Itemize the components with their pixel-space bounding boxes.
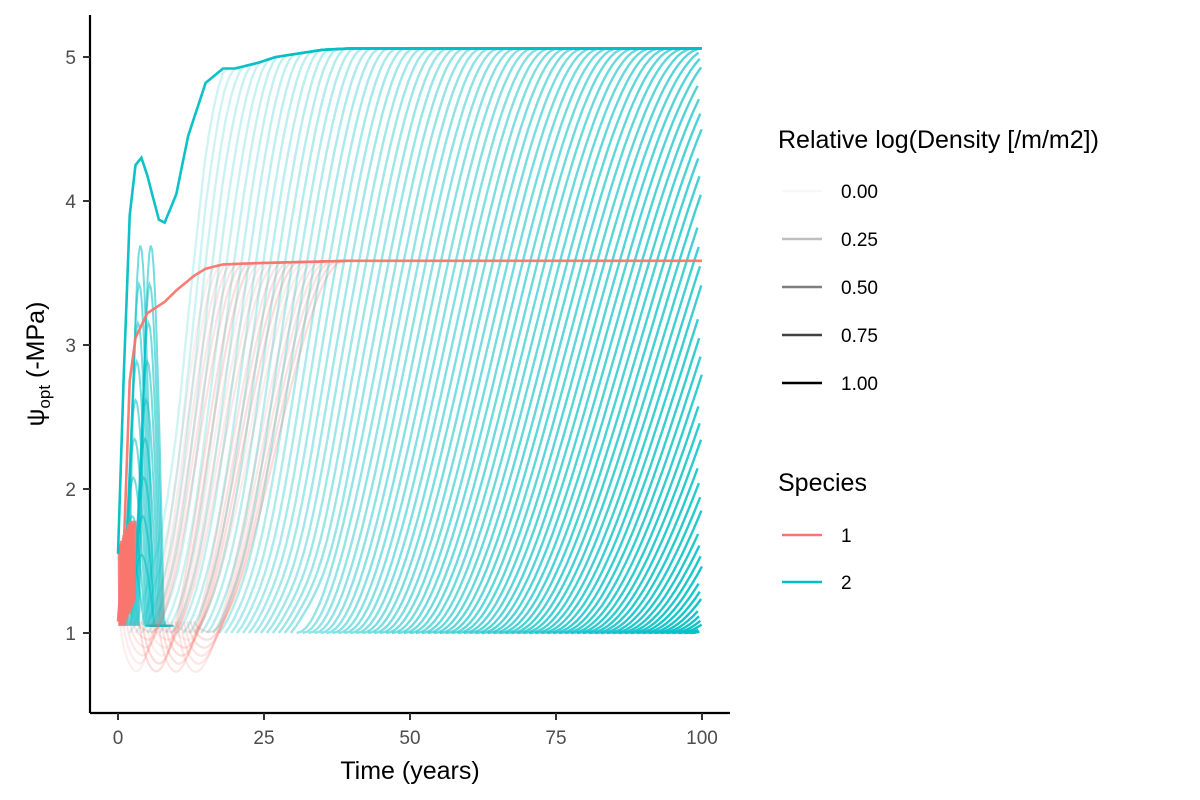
species-2-cohort-line <box>457 47 701 635</box>
legend-species: Species 1 2 <box>778 469 867 594</box>
species-2-cohort-line <box>624 544 701 635</box>
x-ticks: 0 25 50 75 100 <box>113 713 718 749</box>
legend-density-label: 0.50 <box>841 278 878 299</box>
legend-density: Relative log(Density [/m/m2]) 0.00 0.25 0.… <box>778 126 1099 395</box>
species-2-cohort-line <box>469 51 700 635</box>
species-2-cohort-line <box>463 47 703 635</box>
x-tick-label: 25 <box>253 728 274 749</box>
species-2-cohort-line <box>529 227 699 635</box>
species-1-cohort-line <box>182 259 350 657</box>
species-2-cohort-line <box>535 246 700 635</box>
legend-density-title: Relative log(Density [/m/m2]) <box>778 126 1099 154</box>
y-axis-title-subscript: opt <box>35 385 54 409</box>
legend-density-label: 0.00 <box>841 182 878 203</box>
y-tick-label: 2 <box>65 480 76 501</box>
y-axis-title: ψopt (-MPa) <box>22 302 54 427</box>
legend-density-label: 0.75 <box>841 326 878 347</box>
species-2-cohort-line <box>552 318 700 635</box>
species-2-cohort-line <box>576 406 700 635</box>
x-tick-label: 50 <box>399 728 420 749</box>
x-tick-label: 0 <box>113 728 124 749</box>
species-2-cohort-line <box>630 555 702 635</box>
species-2-cohort-line <box>511 157 700 635</box>
species-2-cohort-line <box>690 630 700 635</box>
y-tick-label: 1 <box>65 624 76 645</box>
species-2-cohort-line <box>612 510 703 635</box>
x-tick-label: 75 <box>545 728 566 749</box>
species-2-cohort-line <box>582 422 701 635</box>
species-2-cohort-line <box>558 337 701 635</box>
y-ticks: 1 2 3 4 5 <box>65 48 90 645</box>
species-2-cohort-line <box>618 533 700 635</box>
species-2-cohort-line <box>540 265 702 635</box>
legend-density-label: 1.00 <box>841 374 878 395</box>
y-tick-label: 5 <box>65 48 76 69</box>
species-2-cohort-line <box>570 374 703 635</box>
species-2-cohort-line <box>564 356 702 635</box>
species-1-cohort-line <box>189 259 350 641</box>
species-2-cohort-line <box>499 113 702 635</box>
species-2-cohort-line <box>487 85 699 635</box>
species-1-cohort-line <box>192 259 351 634</box>
species-2-cohort-line <box>439 47 702 635</box>
species-1-cohort-line <box>186 259 351 649</box>
species-2-cohort-line <box>283 47 701 634</box>
y-axis-title-rest: (-MPa) <box>22 302 50 385</box>
y-tick-label: 4 <box>65 192 76 213</box>
species-2-cohort-line <box>493 98 701 635</box>
species-2-cohort-line <box>523 194 702 635</box>
x-axis-title: Time (years) <box>340 757 479 785</box>
species-2-cohort-line <box>636 565 703 635</box>
species-2-cohort-line <box>505 128 703 635</box>
species-2-cohort-line <box>642 583 700 635</box>
species-2-early-line <box>138 245 175 627</box>
legend-species-label: 1 <box>841 526 852 547</box>
y-axis-title-symbol: ψ <box>22 409 50 427</box>
species-2-cohort-line <box>594 467 699 635</box>
species-2-cohort-line <box>481 66 703 635</box>
cohort-lines <box>117 47 703 674</box>
species-2-cohort-line <box>475 58 701 635</box>
species-1-early-line <box>128 520 137 600</box>
species-2-cohort-line <box>672 619 702 635</box>
species-2-cohort-line <box>600 482 701 635</box>
species-1-envelope-line <box>116 259 702 622</box>
species-2-cohort-line <box>445 47 698 635</box>
x-tick-label: 100 <box>686 728 718 749</box>
species-2-cohort-line <box>546 285 703 635</box>
species-2-cohort-line <box>606 496 702 635</box>
species-2-envelope-line <box>116 47 702 554</box>
species-2-cohort-line <box>588 439 703 635</box>
species-2-cohort-line <box>308 47 701 635</box>
legend-species-label: 2 <box>841 573 852 594</box>
y-tick-label: 3 <box>65 336 76 357</box>
species-2-cohort-line <box>517 175 701 635</box>
envelope-lines <box>116 47 702 622</box>
species-2-cohort-line <box>678 623 703 635</box>
species-2-cohort-line <box>451 47 700 635</box>
species-2-cohort-line <box>666 615 700 635</box>
legend-species-title: Species <box>778 469 867 497</box>
legend-density-label: 0.25 <box>841 230 878 251</box>
